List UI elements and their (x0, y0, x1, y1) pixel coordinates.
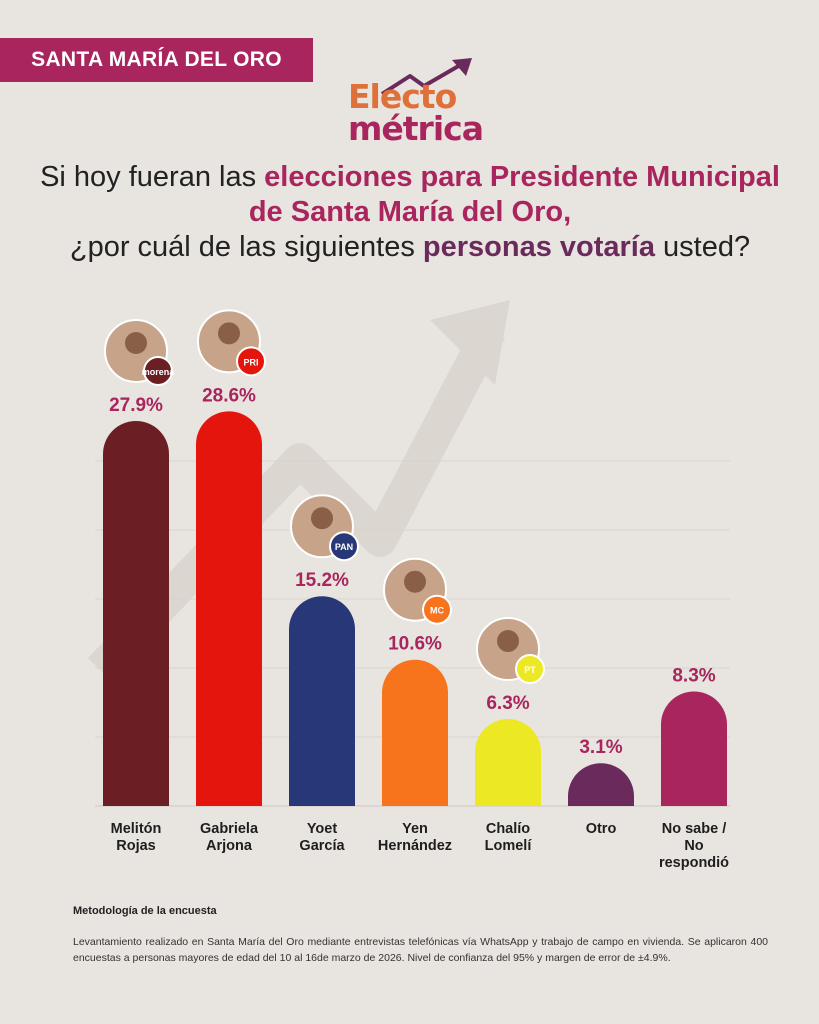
party-badge-label: PAN (335, 542, 353, 552)
category-label: Yen (402, 821, 428, 837)
candidate-photo-head (125, 331, 147, 354)
party-badge-label: PT (524, 665, 536, 675)
category-label: Melitón (111, 821, 162, 837)
logo-text-bottom: métrica (348, 109, 484, 148)
party-badge-label: MC (430, 606, 444, 616)
survey-question: Si hoy fueran las elecciones para Presid… (30, 160, 790, 265)
region-tag: SANTA MARÍA DEL ORO (0, 38, 313, 82)
party-badge (236, 346, 266, 377)
question-part1: Si hoy fueran las (40, 161, 265, 193)
question-highlight-persons: personas votaría (422, 231, 655, 263)
category-label: Yoet (307, 821, 338, 837)
category-label: No sabe / (662, 821, 726, 837)
party-badge (422, 594, 452, 625)
data-label: 28.6% (202, 385, 256, 406)
category-label: respondió (659, 855, 729, 871)
candidate-photo-head (404, 570, 426, 593)
bar (475, 719, 541, 806)
bar (289, 596, 355, 806)
candidate-photo-head (218, 322, 240, 345)
data-label: 3.1% (579, 737, 622, 758)
candidate-photo-head (497, 630, 519, 653)
bar (568, 763, 634, 806)
methodology-text: Levantamiento realizado en Santa María d… (73, 936, 768, 964)
category-label: Rojas (116, 838, 156, 854)
data-label: 8.3% (672, 665, 715, 686)
party-badge (329, 531, 359, 562)
electometrica-logo: Electo métrica (340, 58, 500, 148)
trend-arrow-icon (380, 58, 472, 96)
data-label: 10.6% (388, 634, 442, 655)
category-label: Gabriela (200, 821, 259, 837)
party-badge-label: morena (142, 367, 176, 377)
category-label: García (299, 838, 345, 854)
question-highlight-election: elecciones para Presidente Municipal de … (248, 161, 780, 228)
category-label: Otro (586, 821, 617, 837)
category-label: No (684, 838, 703, 854)
category-label: Hernández (378, 838, 452, 854)
question-part3: usted? (655, 231, 751, 263)
party-badge (143, 355, 173, 386)
party-badge (515, 654, 545, 685)
bar (382, 659, 448, 806)
bar (661, 691, 727, 806)
category-label: Lomelí (485, 838, 533, 854)
methodology-title: Metodología de la encuesta (73, 905, 217, 917)
question-part2: ¿por cuál de las siguientes (69, 231, 423, 263)
bar (196, 411, 262, 806)
data-label: 27.9% (109, 395, 163, 416)
party-badge-label: PRI (243, 357, 258, 367)
category-label: Chalío (486, 821, 530, 837)
data-label: 15.2% (295, 570, 349, 591)
bar (103, 420, 169, 806)
data-label: 6.3% (486, 693, 529, 714)
logo-text-top: Electo (348, 77, 457, 116)
category-label: Arjona (206, 838, 253, 854)
candidate-photo-head (311, 507, 333, 530)
